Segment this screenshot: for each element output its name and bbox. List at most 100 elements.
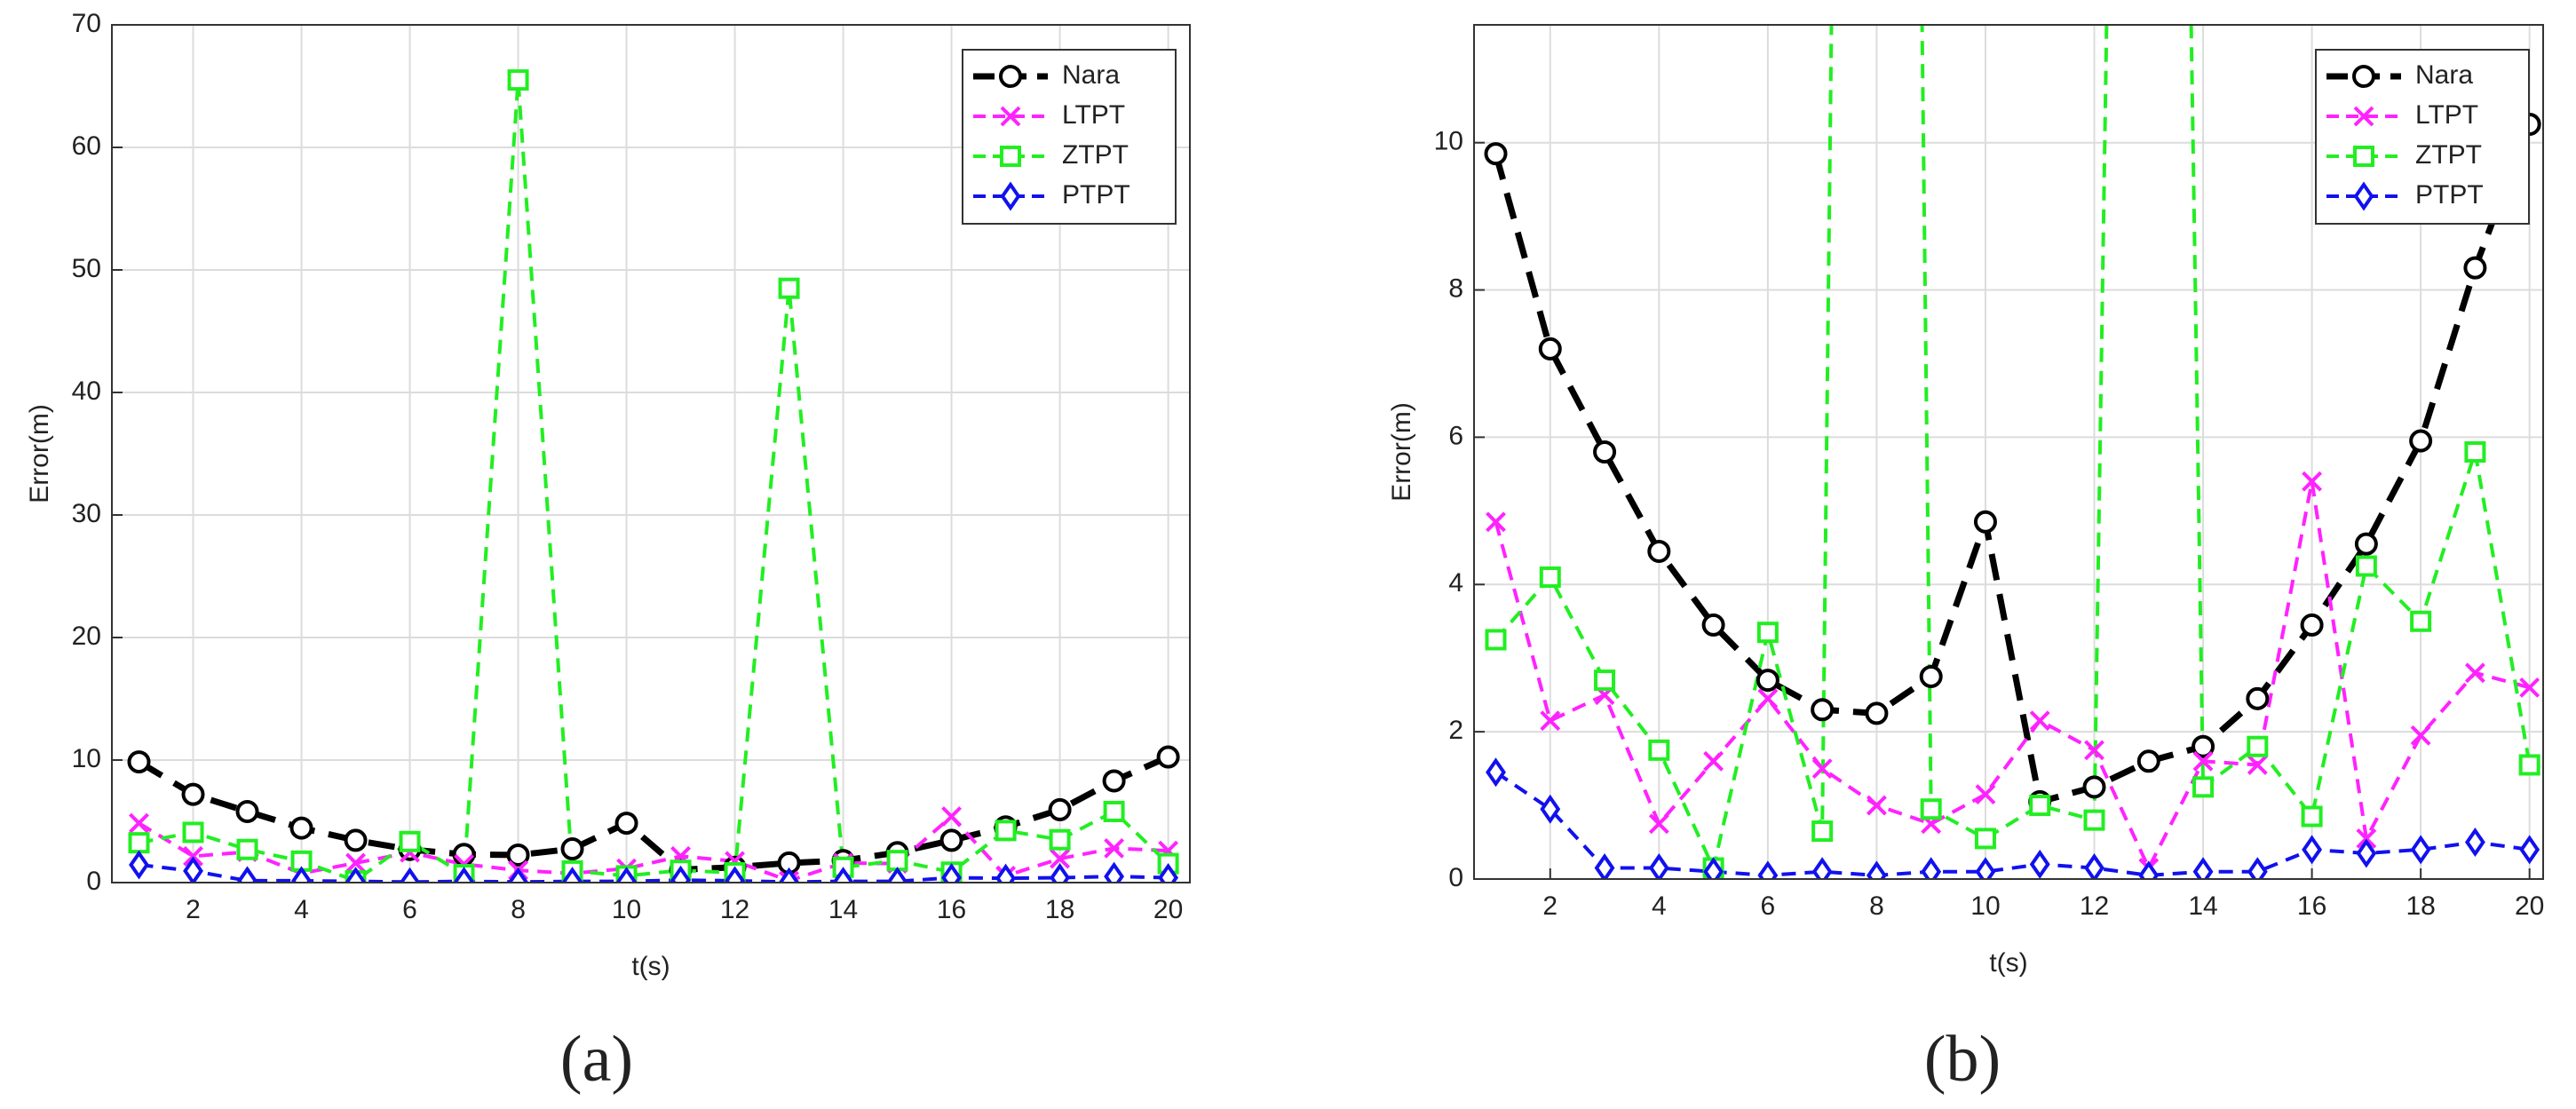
marker <box>1050 848 1071 869</box>
marker <box>1538 337 1562 360</box>
marker <box>452 843 476 867</box>
marker <box>995 863 1017 883</box>
marker <box>779 867 799 883</box>
marker <box>344 828 368 852</box>
y-tick-label: 50 <box>72 254 101 283</box>
marker <box>1049 828 1071 851</box>
x-tick-label: 20 <box>1153 895 1183 924</box>
marker <box>670 865 691 883</box>
legend-marker <box>1000 181 1021 211</box>
marker <box>2300 613 2324 637</box>
x-tick-label: 4 <box>1652 891 1667 921</box>
marker <box>2029 849 2050 879</box>
x-tick-label: 16 <box>2297 891 2326 921</box>
marker <box>941 862 963 883</box>
x-axis-label: t(s) <box>631 952 670 981</box>
marker <box>2410 835 2431 865</box>
marker <box>2192 857 2214 879</box>
legend-marker <box>2353 106 2374 127</box>
marker <box>2354 532 2378 556</box>
x-tick-label: 6 <box>1761 891 1776 921</box>
marker <box>1648 853 1669 879</box>
y-tick-label: 0 <box>1448 863 1463 892</box>
marker <box>2138 860 2160 879</box>
marker <box>1647 539 1671 563</box>
marker <box>1757 688 1779 709</box>
x-tick-label: 2 <box>1542 891 1557 921</box>
marker <box>1102 769 1126 793</box>
marker <box>1920 798 1942 820</box>
legend-marker <box>999 65 1022 88</box>
marker <box>2519 835 2540 865</box>
marker <box>1975 784 1996 805</box>
marker <box>2464 441 2486 463</box>
marker <box>1811 698 1835 722</box>
marker <box>1811 758 1833 780</box>
marker <box>1919 664 1943 688</box>
marker <box>1756 669 1779 693</box>
marker <box>181 782 205 806</box>
legend-label: ZTPT <box>1062 140 1129 170</box>
x-tick-label: 16 <box>937 895 966 924</box>
x-axis-label: t(s) <box>1989 948 2027 978</box>
marker <box>2247 735 2269 757</box>
marker <box>2463 256 2487 280</box>
legend-marker <box>2353 146 2374 167</box>
marker <box>778 277 800 299</box>
marker <box>2029 795 2051 817</box>
marker <box>2084 740 2104 761</box>
marker <box>508 867 528 883</box>
legend-label: Nara <box>1062 60 1120 90</box>
marker <box>1866 860 1887 879</box>
marker <box>291 866 312 883</box>
marker <box>129 850 149 880</box>
marker <box>2519 677 2540 698</box>
marker <box>1594 853 1615 879</box>
x-tick-label: 12 <box>2080 891 2109 921</box>
series-line <box>1494 480 2531 873</box>
marker <box>506 843 530 867</box>
x-tick-label: 20 <box>2515 891 2544 921</box>
marker <box>614 812 638 836</box>
plot-frame <box>1473 24 2544 880</box>
marker <box>127 750 151 774</box>
marker <box>1865 701 1889 725</box>
x-tick-label: 10 <box>1970 891 2000 921</box>
marker <box>1158 862 1179 883</box>
marker <box>399 830 421 852</box>
y-axis-label: Error(m) <box>25 404 54 503</box>
marker <box>1048 797 1072 821</box>
marker <box>236 838 258 860</box>
y-tick-label: 40 <box>72 376 101 406</box>
marker <box>2302 835 2323 865</box>
legend-marker <box>1000 146 1021 167</box>
marker <box>1973 510 1997 534</box>
marker <box>2356 828 2377 849</box>
marker <box>289 816 313 840</box>
marker <box>833 867 854 883</box>
marker <box>1594 669 1616 692</box>
marker <box>2192 750 2214 772</box>
marker <box>182 821 204 844</box>
x-tick-label: 8 <box>1869 891 1884 921</box>
y-axis-label: Error(m) <box>1387 402 1416 502</box>
marker <box>345 867 366 883</box>
plot-frame <box>111 24 1191 883</box>
marker <box>1648 739 1670 761</box>
marker <box>2409 429 2433 453</box>
marker <box>560 837 584 861</box>
data-layer <box>127 69 1180 883</box>
x-tick-label: 18 <box>2406 891 2435 921</box>
marker <box>1811 820 1834 843</box>
marker <box>941 806 962 827</box>
marker <box>1540 794 1561 824</box>
marker <box>2247 857 2268 879</box>
legend-marker <box>2353 181 2374 211</box>
y-tick-label: 2 <box>1448 716 1463 745</box>
y-tick-label: 4 <box>1448 568 1463 598</box>
legend-label: LTPT <box>1062 100 1125 130</box>
marker <box>2247 755 2268 775</box>
legend-marker <box>1000 106 1021 127</box>
legend-marker <box>2352 65 2375 88</box>
marker <box>1104 837 1125 859</box>
